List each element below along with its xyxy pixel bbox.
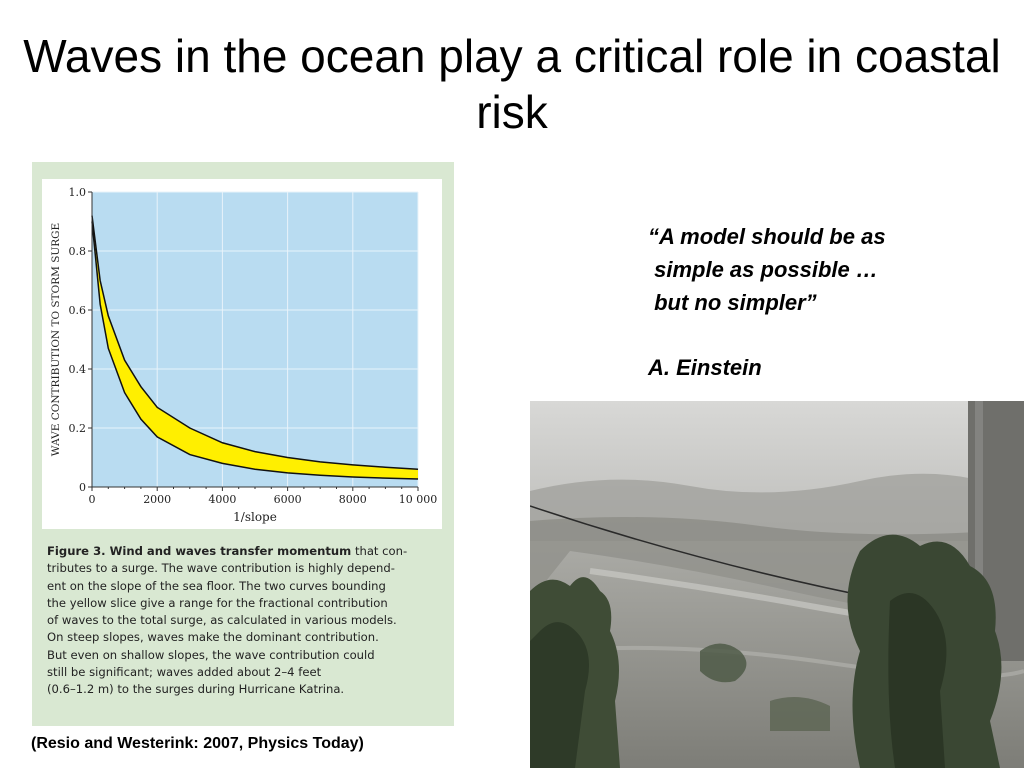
y-tick-label: 0.2 [69,422,87,435]
caption-line: that con- [354,544,408,558]
caption-line: (0.6–1.2 m) to the surges during Hurrica… [47,682,345,697]
caption-line: tributes to a surge. The wave contributi… [47,561,395,576]
x-tick-label: 2000 [143,493,171,506]
quote-attribution: A. Einstein [648,355,762,380]
upper-bound-curve [91,215,419,471]
x-tick-label: 8000 [339,493,367,506]
y-axis-label: WAVE CONTRIBUTION TO STORM SURGE [50,223,62,456]
y-tick-label: 1.0 [69,186,87,199]
caption-line: ent on the slope of the sea floor. The t… [47,578,386,593]
quote-line: “A model should be as [648,224,886,249]
x-tick-label: 10 000 [399,493,438,506]
figure-panel: 0 2000 4000 6000 8000 10 000 0 0.2 0.4 0.6 0.8 1.0 1… [32,162,454,726]
caption-line: But even on shallow slopes, the wave con… [47,647,375,662]
caption-line: the yellow slice give a range for the fr… [47,595,388,610]
wave-contribution-chart: 0 2000 4000 6000 8000 10 000 0 0.2 0.4 0.6 0.8 1.0 1… [42,179,442,529]
caption-bold: Figure 3. Wind and waves transfer moment… [47,544,352,558]
x-tick-label: 0 [89,493,96,506]
citation: (Resio and Westerink: 2007, Physics Toda… [31,735,364,752]
quote-line: but no simpler” [648,290,817,315]
y-tick-label: 0.6 [69,304,87,317]
y-tick-label: 0 [79,481,86,494]
y-tick-label: 0.4 [69,363,87,376]
x-tick-label: 6000 [274,493,302,506]
caption-line: On steep slopes, waves make the dominant… [47,630,379,645]
lower-bound-curve [91,221,419,480]
quote-line: simple as possible … [648,257,878,282]
x-axis-label: 1/slope [233,510,277,524]
plot-background [92,192,418,487]
einstein-quote: “A model should be as simple as possible… [648,220,988,319]
x-tick-label: 4000 [208,493,236,506]
y-tick-label: 0.8 [69,245,87,258]
storm-surge-photo [530,401,1024,768]
caption-line: still be significant; waves added about … [47,665,322,680]
figure-caption: Figure 3. Wind and waves transfer moment… [47,543,447,699]
storm-surge-photo-image [530,401,1024,768]
slide-title: Waves in the ocean play a critical role … [23,30,1001,138]
caption-line: of waves to the total surge, as calculat… [47,613,397,628]
